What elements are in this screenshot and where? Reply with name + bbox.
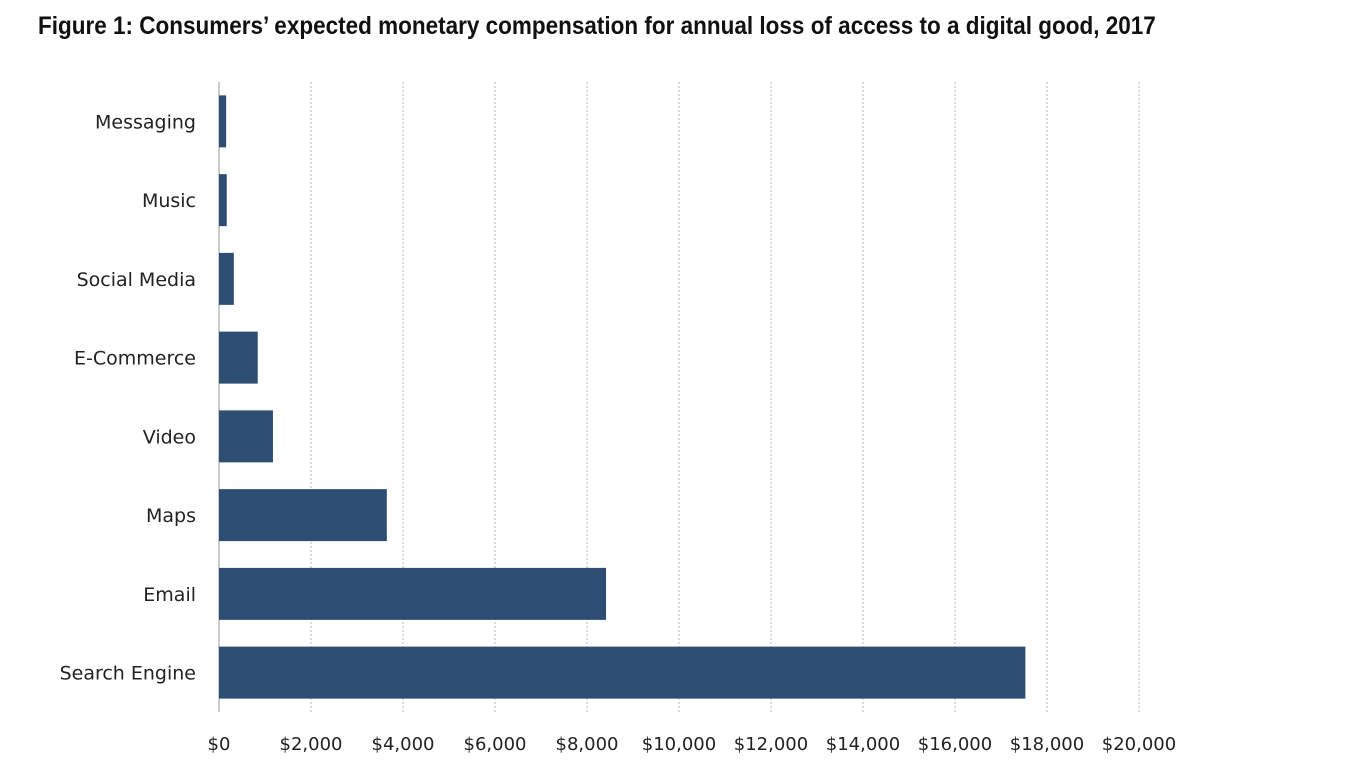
- category-label: Search Engine: [60, 663, 196, 685]
- x-tick-label: $18,000: [1010, 734, 1084, 755]
- category-label: Social Media: [77, 269, 196, 291]
- x-tick-label: $2,000: [280, 734, 343, 755]
- bar-messaging: [219, 95, 227, 148]
- bar-search-engine: [219, 646, 1026, 699]
- x-tick-label: $6,000: [464, 734, 527, 755]
- bar-music: [219, 174, 227, 227]
- bar-email: [219, 567, 607, 620]
- category-label: Maps: [146, 505, 196, 527]
- category-label: Messaging: [95, 111, 196, 133]
- category-label: Video: [143, 426, 196, 448]
- x-tick-label: $20,000: [1102, 734, 1176, 755]
- x-tick-label: $12,000: [734, 734, 808, 755]
- x-tick-label: $4,000: [372, 734, 435, 755]
- category-label: Music: [142, 190, 196, 212]
- bar-maps: [219, 489, 387, 542]
- x-tick-label: $8,000: [556, 734, 619, 755]
- bar-social-media: [219, 252, 234, 305]
- x-tick-label: $14,000: [826, 734, 900, 755]
- category-label: Email: [143, 584, 196, 606]
- bar-e-commerce: [219, 331, 258, 384]
- bar-video: [219, 410, 273, 463]
- x-tick-label: $10,000: [642, 734, 716, 755]
- x-tick-label: $0: [208, 734, 231, 755]
- category-label: E-Commerce: [74, 348, 196, 370]
- chart-title: Figure 1: Consumers’ expected monetary c…: [38, 12, 1156, 40]
- x-tick-label: $16,000: [918, 734, 992, 755]
